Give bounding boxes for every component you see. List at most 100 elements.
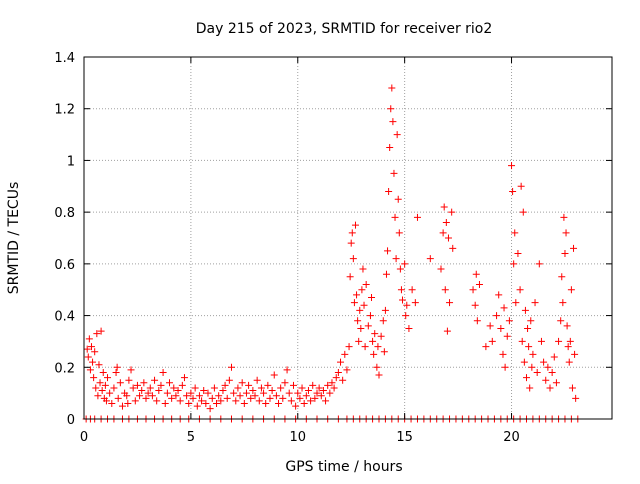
data-point [395,229,403,237]
data-point [238,379,246,387]
data-point [346,273,354,281]
data-point [396,265,404,273]
data-point [499,350,507,358]
data-point [232,397,240,405]
data-point [471,301,479,309]
data-point [96,379,104,387]
data-point [411,299,419,307]
data-point [441,286,449,294]
data-point [377,332,385,340]
data-point [176,397,184,405]
data-point [542,376,550,384]
data-point [101,381,109,389]
data-point [287,397,295,405]
data-point [95,361,103,369]
data-point [168,394,176,402]
plot-border [83,56,613,420]
data-point [403,301,411,309]
data-point [163,389,171,397]
data-point [439,229,447,237]
data-point [375,371,383,379]
x-tick-label: 10 [289,430,306,445]
data-point [373,363,381,371]
data-point [230,389,238,397]
data-point [343,366,351,374]
data-point [509,187,517,195]
data-points [83,84,580,413]
data-point [242,389,250,397]
y-tick-label: 0.8 [54,206,75,221]
data-point [388,84,396,92]
data-point [370,350,378,358]
data-point [275,399,283,407]
data-point [444,234,452,242]
data-point [208,394,216,402]
data-point [386,144,394,151]
data-point [482,343,490,351]
data-point [548,368,556,376]
data-point [270,371,278,379]
data-point [426,255,434,263]
data-point [313,389,321,397]
data-point [277,384,285,392]
data-point [116,379,124,387]
data-point [568,384,576,392]
data-point [544,363,552,371]
data-point [225,376,233,384]
data-point [385,187,393,195]
data-point [155,387,163,395]
data-point [387,105,395,113]
data-point [570,244,578,252]
data-point [392,255,400,263]
data-point [368,293,376,301]
data-point [272,392,280,400]
data-point [348,229,356,237]
data-point [279,394,287,402]
data-point [251,392,259,400]
data-point [89,358,97,366]
data-point [389,118,397,126]
data-point [102,397,110,405]
data-point [183,392,191,400]
data-point [362,281,370,289]
data-point [522,374,530,382]
data-point [249,387,257,395]
y-tick-label: 0 [67,413,75,428]
data-point [510,260,518,268]
data-point [204,389,212,397]
data-point [408,286,416,294]
data-point [449,244,457,252]
x-tick-label: 15 [396,430,413,445]
data-point [98,387,106,395]
data-point [302,392,310,400]
data-point [84,353,92,361]
data-point [198,397,206,405]
data-point [112,368,120,376]
data-point [350,299,358,307]
data-point [552,379,560,387]
data-point [315,384,323,392]
data-point [253,376,261,384]
data-point [382,270,390,278]
data-point [138,387,146,395]
data-point [557,317,565,325]
data-point [300,399,308,407]
data-point [94,392,102,400]
data-point [561,250,569,258]
data-point [309,381,317,389]
data-point [334,368,342,376]
data-point [174,387,182,395]
data-point [118,402,126,410]
data-point [108,399,116,407]
data-point [257,384,265,392]
data-point [529,350,537,358]
data-point [497,325,505,332]
data-point [326,389,334,397]
data-point [558,273,566,281]
data-point [104,374,112,382]
data-point [151,376,159,384]
data-point [358,286,366,294]
data-point [319,387,327,395]
data-point [324,381,332,389]
data-point [357,325,365,332]
